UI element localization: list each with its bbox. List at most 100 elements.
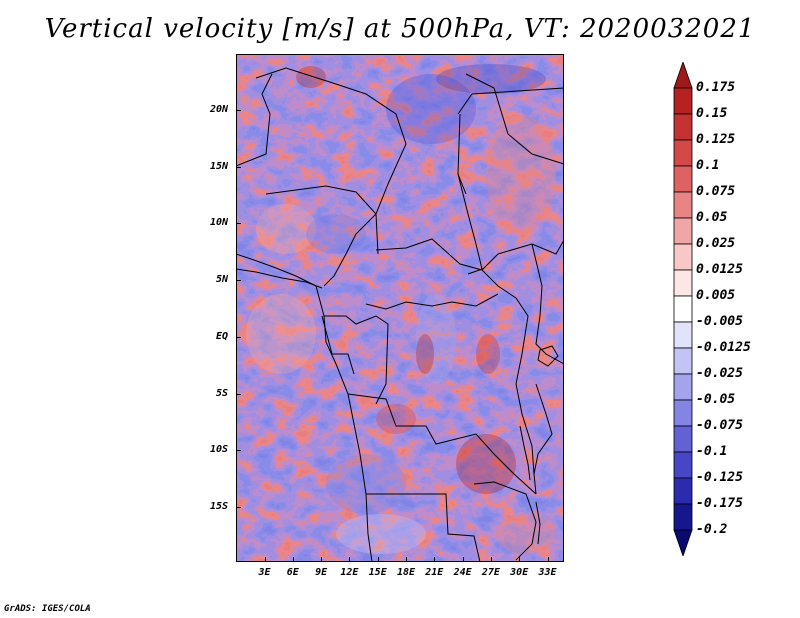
lake-tanganyika (519, 425, 531, 481)
lon-label-15e: 15E (368, 567, 387, 578)
coastline-west (236, 253, 373, 562)
lat-label-eq: EQ (215, 330, 228, 342)
lon-label-18e: 18E (396, 567, 416, 578)
lon-tick (490, 557, 492, 562)
velocity-field-noise (236, 54, 564, 562)
lon-label-3e: 3E (258, 567, 271, 578)
lat-tick (236, 450, 241, 452)
colorbar-label: 0.05 (696, 210, 728, 225)
colorbar-label: 0.005 (696, 288, 736, 303)
colorbar-label: -0.0125 (696, 340, 751, 355)
map-plot-area (236, 54, 564, 562)
colorbar-bin (673, 113, 693, 141)
colorbar-bin (673, 347, 693, 375)
colorbar-label: 0.175 (696, 80, 736, 95)
lon-label-27e: 27E (481, 567, 500, 578)
lon-label-9e: 9E (315, 567, 328, 578)
lat-tick (236, 280, 241, 282)
coastline-gulf (236, 268, 323, 289)
border-gabon (321, 315, 355, 375)
lat-tick (236, 336, 241, 338)
lat-tick (236, 110, 241, 111)
shading-patch (246, 294, 316, 374)
colorbar-label: 0.0125 (696, 262, 743, 277)
lat-tick (236, 393, 241, 395)
shading-patch (386, 74, 476, 144)
colorbar-label: -0.2 (696, 522, 728, 537)
lon-tick (462, 557, 464, 562)
colorbar-bin (673, 425, 693, 453)
colorbar-bin (673, 529, 693, 556)
lon-label-21e: 21E (425, 567, 444, 578)
colorbar-bin (673, 217, 693, 245)
border-car (375, 238, 517, 299)
shading-patch (456, 434, 516, 494)
colorbar-bin (673, 269, 693, 297)
country-borders (236, 67, 564, 562)
colorbar-label: -0.025 (696, 366, 743, 381)
lat-label-15s: 15S (209, 500, 228, 512)
colorbar-bin (673, 295, 693, 323)
lon-tick (321, 557, 323, 562)
shading-patch (336, 514, 426, 554)
colorbar-bin (673, 451, 693, 479)
colorbar-label: -0.05 (696, 392, 736, 407)
border-uganda-kenya (531, 243, 564, 365)
lon-tick (264, 557, 266, 562)
lon-label-30e: 30E (510, 567, 529, 578)
shading-patch (486, 114, 556, 234)
shading-patch (416, 334, 434, 374)
border-mauritius-line (236, 73, 273, 167)
border-drc-east (515, 297, 537, 495)
shading-patch (496, 514, 556, 554)
colorbar-bin (673, 399, 693, 427)
lat-tick (236, 166, 241, 168)
lon-label-33e: 33E (538, 567, 557, 578)
colorbar-bin (673, 503, 693, 531)
lake-malawi (535, 501, 541, 545)
colorbar-label: -0.1 (696, 444, 728, 459)
lon-label-12e: 12E (340, 567, 359, 578)
lat-tick (236, 506, 241, 508)
lat-label-20n: 20N (209, 104, 228, 115)
colorbar-bin (673, 62, 693, 89)
colorbar-bin (673, 87, 693, 115)
shading-patch (376, 404, 416, 434)
border-algeria (255, 67, 337, 85)
colorbar-label: -0.075 (696, 418, 743, 433)
border-drc-south (347, 393, 537, 495)
colorbar-label: 0.15 (696, 106, 728, 121)
shading-patch (476, 334, 500, 374)
shading-patch (436, 64, 546, 94)
lat-tick (236, 223, 241, 225)
shading-patch (306, 214, 366, 254)
shading-patch (256, 204, 316, 254)
colorbar-bin (673, 243, 693, 271)
lat-label-5n: 5N (215, 274, 228, 286)
border-car-south (365, 293, 499, 310)
colorbar-bin (673, 139, 693, 167)
colorbar-bin (673, 165, 693, 193)
border-sudan (457, 87, 564, 115)
border-tanzania (533, 383, 553, 475)
regional-shading (246, 64, 556, 554)
colorbar-bin (673, 373, 693, 401)
colorbar-bin (673, 477, 693, 505)
lon-label-24e: 24E (453, 567, 472, 578)
shading-patch (296, 66, 326, 88)
border-nigeria-niger (265, 185, 377, 215)
lon-tick (377, 557, 379, 562)
lon-tick (349, 557, 351, 562)
colorbar-bin (673, 321, 693, 349)
lat-label-5s: 5S (215, 387, 228, 399)
border-zambia (473, 481, 537, 561)
lon-tick (292, 557, 294, 562)
colorbar-label: 0.025 (696, 236, 736, 251)
colorbar-bin (673, 191, 693, 219)
border-ethiopia (465, 73, 564, 165)
colorbar-label: -0.175 (696, 496, 743, 511)
lon-label-6e: 6E (286, 567, 299, 578)
colorbar-label: 0.075 (696, 184, 736, 199)
shading-patch (416, 294, 456, 384)
colorbar-label: -0.005 (696, 314, 743, 329)
